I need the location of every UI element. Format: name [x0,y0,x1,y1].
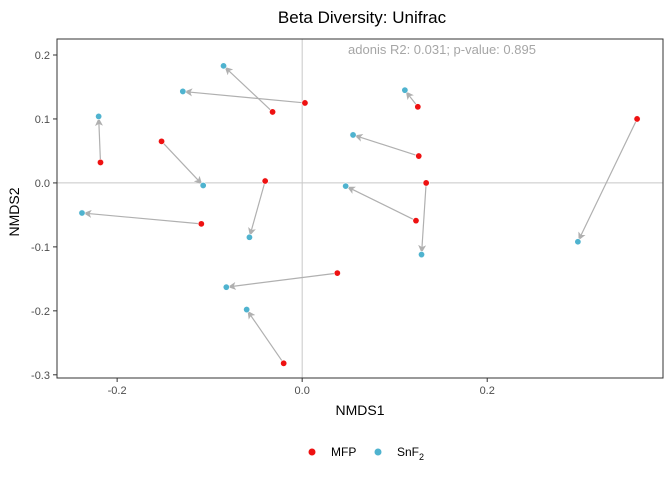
y-tick-label: -0.2 [31,306,50,318]
mfp-point [412,217,420,225]
panel-border [56,38,664,379]
snf2-point [349,131,357,139]
y-axis-ticks: -0.3 -0.2 -0.1 0.0 0.1 0.2 [31,50,57,382]
snf2-point [78,209,86,217]
snf2-point [95,112,103,120]
mfp-point [269,108,277,116]
pair-arrow [227,272,338,290]
pair-arrow [354,134,419,157]
snf2-point [342,182,350,190]
x-tick-label: 0.0 [295,385,310,397]
mfp-point [96,158,104,166]
pair-arrow [224,66,273,113]
pair-arrow [95,117,104,163]
pair-arrow [83,209,202,225]
legend-key-snf2 [374,448,382,456]
legend-label-mfp: MFP [331,445,356,459]
pair-arrow [248,180,266,236]
adonis-annotation: adonis R2: 0.031; p-value: 0.895 [348,42,536,57]
mfp-point [633,115,641,123]
paired-arrows [83,66,638,364]
snf2-point [243,306,251,314]
x-axis-ticks: -0.2 0.0 0.2 [108,378,495,397]
snf2-point [574,238,582,246]
mfp-point [158,137,166,145]
x-tick-label: 0.2 [480,385,495,397]
snf2-point [245,233,253,241]
legend-label-snf2: SnF2 [397,445,424,462]
snf2-point [222,283,230,291]
pair-arrow [247,310,285,364]
plot-panel: adonis R2: 0.031; p-value: 0.895 [56,38,664,379]
pair-arrow [184,88,306,104]
x-tick-label: -0.2 [108,385,127,397]
legend: MFP SnF2 [308,445,424,462]
mfp-point [422,179,430,187]
y-tick-label: -0.1 [31,242,50,254]
y-axis-title: NMDS2 [6,187,22,236]
legend-label-snf2-subscript: 2 [419,452,424,462]
pair-arrow [578,118,638,241]
y-tick-label: 0.0 [35,178,50,190]
pair-arrow [418,182,427,254]
mfp-point [261,177,269,185]
y-tick-label: 0.2 [35,50,50,62]
legend-label-snf2-main: SnF [397,445,419,459]
data-points [78,62,641,367]
pair-arrow [347,186,417,222]
pair-arrow [161,140,203,185]
snf2-point [418,251,426,259]
mfp-point [280,359,288,367]
snf2-point [401,86,409,94]
mfp-point [415,152,423,160]
mfp-point [197,220,205,228]
y-tick-label: -0.3 [31,370,50,382]
chart-title: Beta Diversity: Unifrac [278,8,447,27]
y-tick-label: 0.1 [35,114,50,126]
mfp-point [414,103,422,111]
snf2-point [199,181,207,189]
mfp-point [301,99,309,107]
snf2-point [179,87,187,95]
x-axis-title: NMDS1 [335,402,384,418]
legend-key-mfp [308,448,316,456]
mfp-point [333,269,341,277]
snf2-point [220,62,228,70]
